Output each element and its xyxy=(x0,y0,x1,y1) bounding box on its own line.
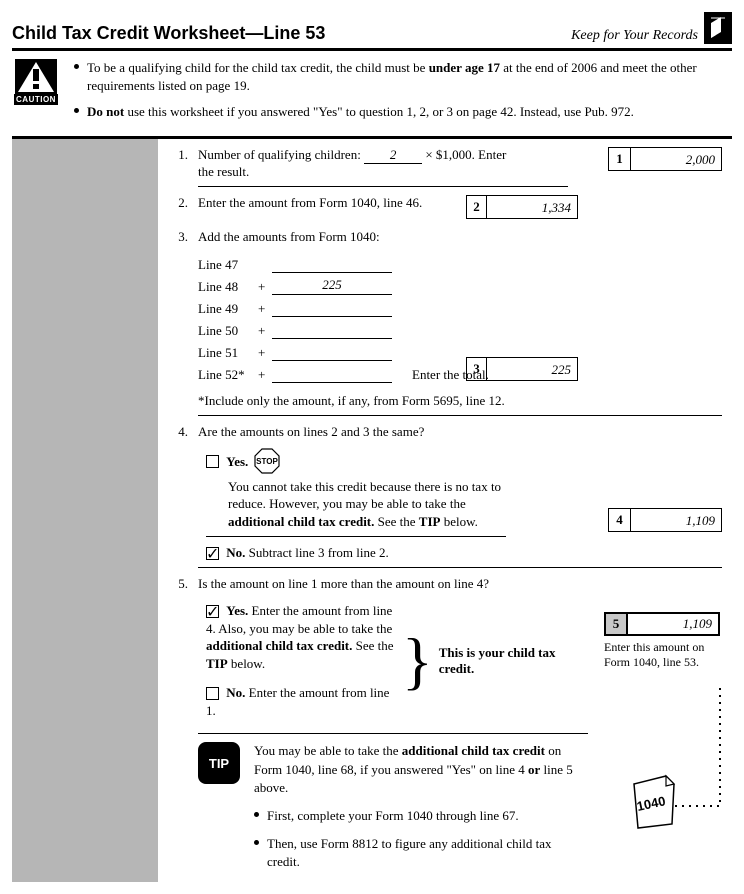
svg-text:STOP: STOP xyxy=(256,457,278,466)
tip-bullet-2: Then, use Form 8812 to figure any additi… xyxy=(267,835,584,871)
step5-yes-checkbox[interactable] xyxy=(206,605,219,618)
step-2-text: Enter the amount from Form 1040, line 46… xyxy=(198,195,458,211)
caution-text: To be a qualifying child for the child t… xyxy=(74,59,732,130)
left-gray-margin xyxy=(12,139,158,882)
children-count-input[interactable]: 2 xyxy=(364,147,422,164)
step5-no-checkbox[interactable] xyxy=(206,687,219,700)
step-3-footnote: *Include only the amount, if any, from F… xyxy=(198,393,722,409)
step-3-text: Add the amounts from Form 1040: xyxy=(198,229,722,245)
line48-input[interactable]: 225 xyxy=(272,277,392,295)
step-4-text: Are the amounts on lines 2 and 3 the sam… xyxy=(198,424,722,440)
step-3-body: Add the amounts from Form 1040: Line 47 … xyxy=(198,229,722,409)
keep-records-label: Keep for Your Records xyxy=(571,28,698,44)
box-4-label: 4 xyxy=(609,509,631,531)
bullet-dot xyxy=(254,840,259,845)
step-2: 2. Enter the amount from Form 1040, line… xyxy=(172,195,722,211)
box-5-value[interactable]: 1,109 xyxy=(628,614,718,634)
box-4-value[interactable]: 1,109 xyxy=(631,509,721,531)
form-1040-icon: 1040 xyxy=(628,774,678,830)
bullet-dot xyxy=(74,64,79,69)
line50-input[interactable] xyxy=(272,321,392,339)
step-5-num: 5. xyxy=(172,576,188,719)
bullet-dot xyxy=(254,812,259,817)
box-2-label: 2 xyxy=(467,196,487,218)
ctc-label: This is your child tax credit. xyxy=(439,645,556,676)
step-1-num: 1. xyxy=(172,147,188,180)
caution-icon: CAUTION xyxy=(12,59,60,105)
worksheet-title: Child Tax Credit Worksheet—Line 53 xyxy=(12,23,325,44)
tip-block: TIP You may be able to take the addition… xyxy=(198,742,722,871)
worksheet-body: 1. Number of qualifying children: 2 × $1… xyxy=(12,139,732,882)
tip-icon: TIP xyxy=(198,742,240,784)
line51-input[interactable] xyxy=(272,343,392,361)
caution-label: CAUTION xyxy=(14,94,58,105)
brace-icon: } xyxy=(402,636,433,686)
box-1-value[interactable]: 2,000 xyxy=(631,148,721,170)
step-4-body: Are the amounts on lines 2 and 3 the sam… xyxy=(198,424,722,562)
line52-input[interactable] xyxy=(272,365,392,383)
box-2-value[interactable]: 1,334 xyxy=(487,196,577,218)
box-3-label: 3 xyxy=(467,358,487,380)
step-3: 3. Add the amounts from Form 1040: Line … xyxy=(172,229,722,409)
step-3-num: 3. xyxy=(172,229,188,409)
step4-no-checkbox[interactable] xyxy=(206,547,219,560)
caution-bullet-2: Do not use this worksheet if you answere… xyxy=(87,103,634,121)
line47-input[interactable] xyxy=(272,255,392,273)
box-3-value[interactable]: 225 xyxy=(487,358,577,380)
step-1-body: Number of qualifying children: 2 × $1,00… xyxy=(198,147,508,180)
worksheet-header: Child Tax Credit Worksheet—Line 53 Keep … xyxy=(12,12,732,51)
box-2: 2 1,334 xyxy=(466,195,578,219)
box-3: 3 225 xyxy=(466,357,578,381)
step-2-num: 2. xyxy=(172,195,188,211)
box-5-under: Enter this amount on Form 1040, line 53. xyxy=(604,640,722,670)
caution-block: CAUTION To be a qualifying child for the… xyxy=(12,59,732,130)
box-5-label: 5 xyxy=(606,614,628,634)
line49-input[interactable] xyxy=(272,299,392,317)
worksheet-content: 1. Number of qualifying children: 2 × $1… xyxy=(158,139,732,882)
box-5: 5 1,109 xyxy=(604,612,720,636)
box-1: 1 2,000 xyxy=(608,147,722,171)
form-1040-lines: Line 47 Line 48+225 Line 49+ Line 50+ Li… xyxy=(198,251,722,383)
header-right: Keep for Your Records xyxy=(571,12,732,44)
step4-yes-checkbox[interactable] xyxy=(206,455,219,468)
step-5-text: Is the amount on line 1 more than the am… xyxy=(198,576,722,592)
caution-bullet-1: To be a qualifying child for the child t… xyxy=(87,59,732,95)
box-4: 4 1,109 xyxy=(608,508,722,532)
bullet-dot xyxy=(74,108,79,113)
pencil-icon xyxy=(704,12,732,44)
tip-text: You may be able to take the additional c… xyxy=(254,742,584,797)
step-4: 4. Are the amounts on lines 2 and 3 the … xyxy=(172,424,722,562)
stop-icon: STOP xyxy=(254,448,280,478)
tip-bullet-1: First, complete your Form 1040 through l… xyxy=(267,807,519,825)
box-1-label: 1 xyxy=(609,148,631,170)
step-4-num: 4. xyxy=(172,424,188,562)
